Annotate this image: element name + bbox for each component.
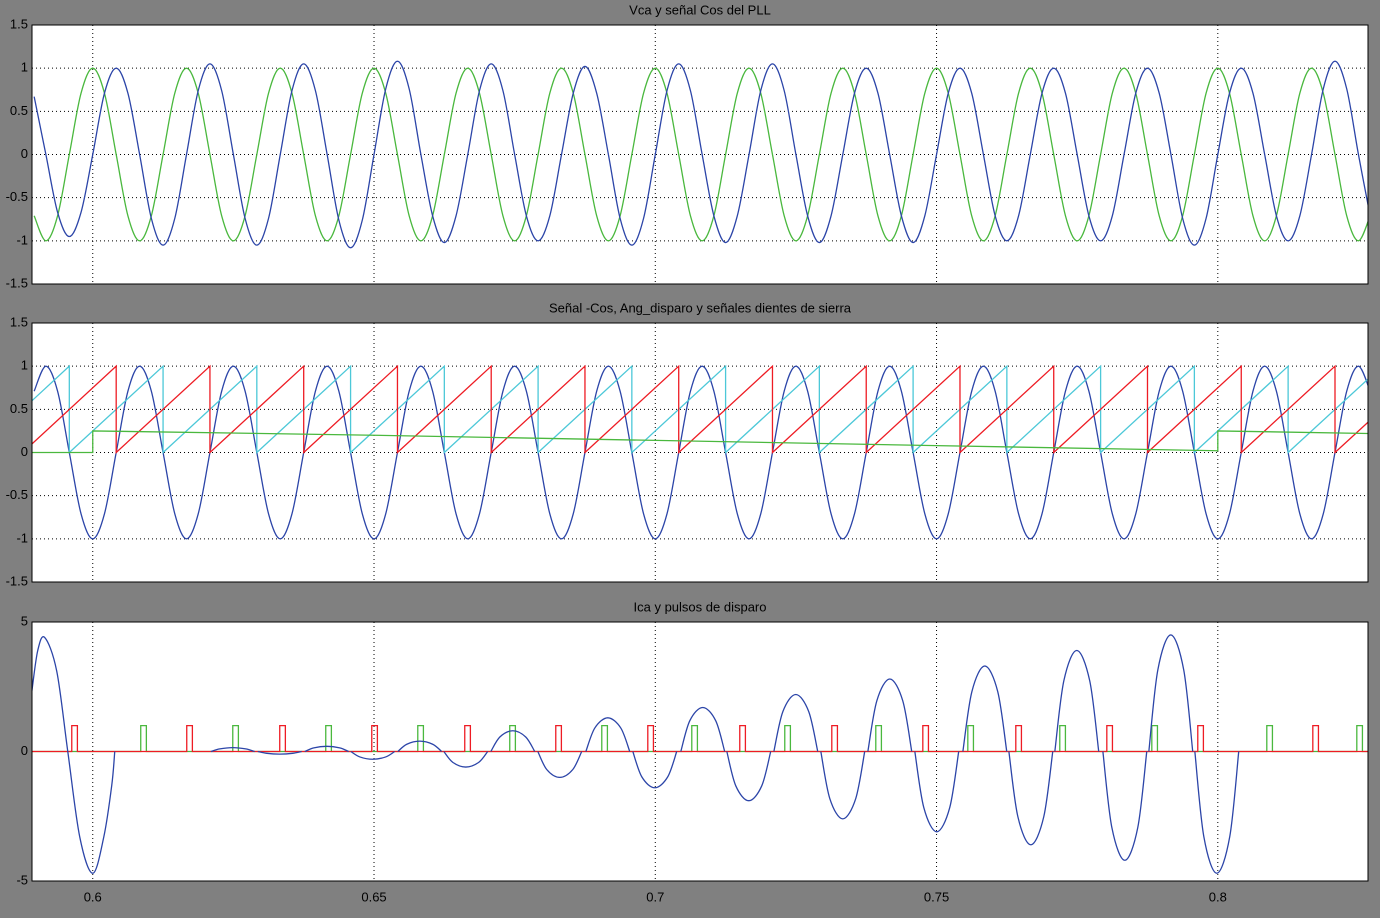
signal-line	[32, 724, 1368, 753]
y-tick-label: -1	[16, 530, 28, 545]
x-tick-label: 0.65	[361, 889, 386, 904]
scope-panel: Señal -Cos, Ang_disparo y señales diente…	[6, 300, 1369, 588]
panel-title: Vca y señal Cos del PLL	[629, 2, 771, 17]
y-tick-label: -1.5	[6, 275, 28, 290]
x-tick-label: 0.7	[646, 889, 664, 904]
signal-line	[32, 634, 1240, 874]
y-tick-label: 1.5	[10, 16, 28, 31]
y-tick-label: 0	[21, 146, 28, 161]
y-tick-label: -0.5	[6, 189, 28, 204]
y-tick-label: 1	[21, 60, 28, 75]
signals	[32, 634, 1368, 874]
x-tick-label: 0.6	[84, 889, 102, 904]
scope-panel: Vca y señal Cos del PLL -1.5 -1 -0.5 0 0.5 1 1.…	[6, 2, 1369, 290]
plot-border	[31, 322, 1369, 583]
panel-title: Señal -Cos, Ang_disparo y señales diente…	[549, 300, 852, 315]
y-tick-label: 5	[21, 613, 28, 628]
signal-line	[33, 67, 1368, 242]
y-tick-label: -1	[16, 232, 28, 247]
y-tick-label: -5	[16, 872, 28, 887]
y-tick-label: 0	[21, 743, 28, 758]
signal-line	[32, 364, 1368, 454]
signal-line	[32, 724, 1368, 753]
y-tick-label: 1.5	[10, 314, 28, 329]
signal-line	[32, 430, 1368, 454]
y-tick-label: 1	[21, 358, 28, 373]
y-tick-label: -0.5	[6, 487, 28, 502]
x-tick-label: 0.75	[924, 889, 949, 904]
y-tick-label: -1.5	[6, 573, 28, 588]
panel-title: Ica y pulsos de disparo	[634, 599, 767, 614]
y-tick-label: 0.5	[10, 103, 28, 118]
plot-border	[31, 621, 1369, 882]
y-tick-label: 0.5	[10, 401, 28, 416]
x-tick-label: 0.8	[1209, 889, 1227, 904]
signals	[32, 364, 1368, 540]
y-tick-label: 0	[21, 444, 28, 459]
signals	[33, 60, 1368, 249]
scope-panel: Ica y pulsos de disparo -5 0 5 0.6 0.65 0.7 0.7…	[16, 599, 1369, 904]
plot-border	[31, 24, 1369, 285]
signal-line	[33, 60, 1368, 249]
